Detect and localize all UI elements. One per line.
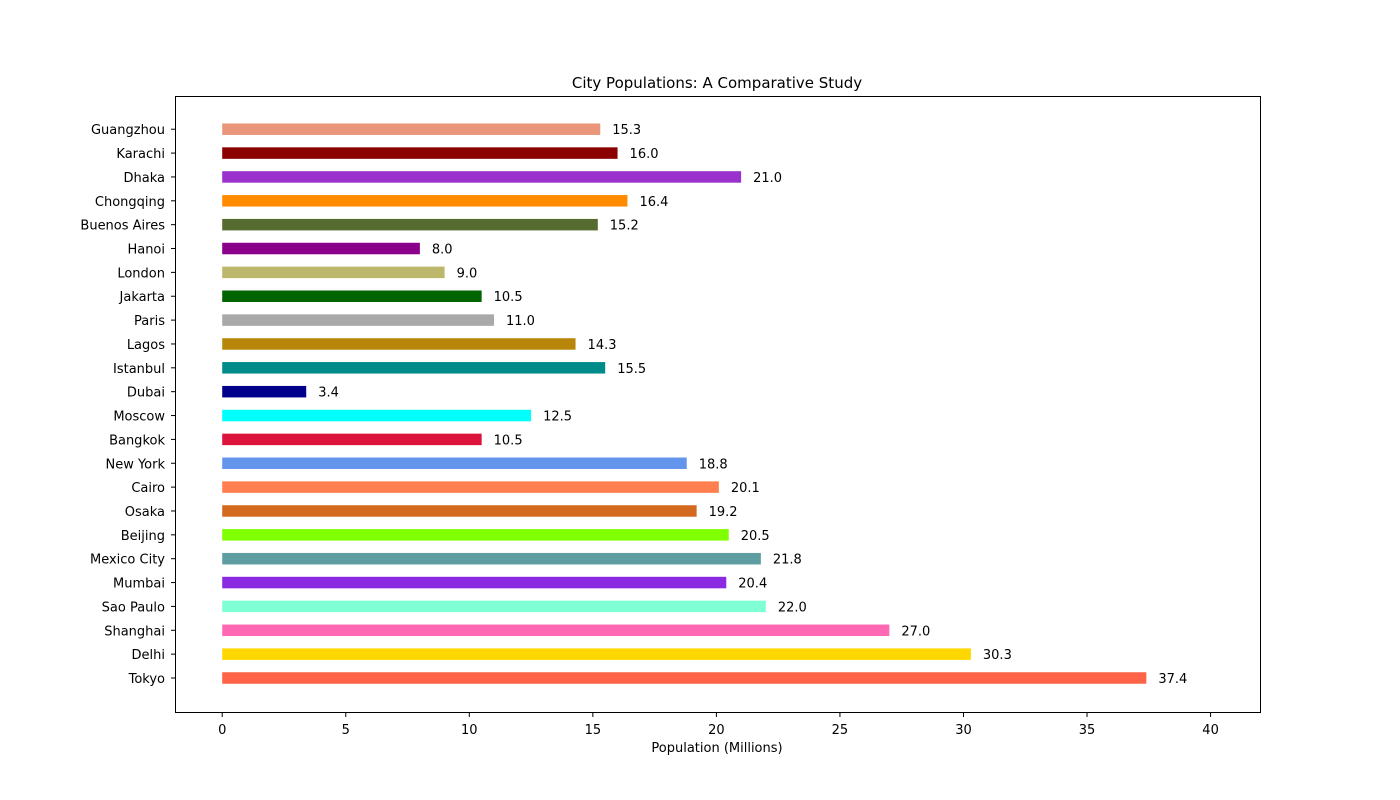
y-tick-label: Tokyo: [128, 672, 165, 687]
y-tick-label: Beijing: [121, 529, 165, 544]
data-label: 3.4: [318, 386, 339, 401]
data-label: 20.1: [731, 481, 760, 496]
bar: [222, 481, 719, 493]
bar: [222, 242, 420, 255]
bars-layer: [222, 123, 1147, 684]
data-label: 21.8: [773, 553, 802, 568]
x-tick-label: 15: [585, 723, 602, 738]
y-tick-label: London: [117, 266, 165, 281]
bar: [222, 362, 606, 374]
bar: [222, 457, 687, 470]
data-label: 10.5: [494, 433, 523, 448]
data-label: 15.5: [617, 362, 646, 377]
bar: [222, 147, 618, 159]
y-tick-label: Guangzhou: [91, 123, 165, 138]
data-label: 27.0: [901, 624, 930, 639]
data-label: 18.8: [699, 457, 728, 472]
x-tick-label: 5: [342, 723, 350, 738]
bar: [222, 600, 766, 613]
bar: [222, 433, 482, 446]
bar: [222, 576, 727, 589]
data-label: 30.3: [983, 648, 1012, 663]
data-label: 19.2: [709, 505, 738, 520]
bar: [222, 529, 729, 541]
data-label: 12.5: [543, 410, 572, 425]
bar: [222, 552, 761, 565]
y-tick-label: Mexico City: [90, 553, 165, 568]
x-tick-label: 35: [1079, 723, 1096, 738]
bar: [222, 338, 576, 350]
x-tick-label: 40: [1202, 723, 1219, 738]
bar: [222, 218, 598, 231]
data-label: 14.3: [588, 338, 617, 353]
x-tick-label: 0: [218, 723, 226, 738]
data-label: 21.0: [753, 171, 782, 186]
y-tick-label: Shanghai: [104, 624, 165, 639]
data-label: 15.2: [610, 219, 639, 234]
x-tick-label: 20: [708, 723, 725, 738]
x-tick-label: 10: [461, 723, 478, 738]
bar: [222, 171, 742, 183]
y-tick-label: Delhi: [132, 648, 165, 663]
y-tick-label: Sao Paulo: [102, 600, 165, 615]
x-axis: 0 5 10 15 20 25 30 35 40: [218, 712, 1219, 738]
data-label: 22.0: [778, 600, 807, 615]
data-label: 10.5: [494, 290, 523, 305]
y-tick-label: Mumbai: [113, 577, 165, 592]
bar: [222, 648, 971, 660]
bar: [222, 624, 890, 637]
data-label: 20.5: [741, 529, 770, 544]
bar: [222, 385, 307, 398]
bar: [222, 266, 445, 279]
data-label: 37.4: [1158, 672, 1187, 687]
data-label: 8.0: [432, 243, 453, 258]
bar: [222, 314, 495, 326]
y-tick-label: Cairo: [131, 481, 165, 496]
y-tick-label: Karachi: [116, 147, 165, 162]
bar: [222, 505, 697, 517]
bar: [222, 195, 628, 207]
y-tick-label: Buenos Aires: [80, 219, 165, 234]
y-tick-label: Paris: [134, 314, 165, 329]
y-tick-label: Hanoi: [127, 243, 165, 258]
plot-frame: [175, 96, 1261, 713]
data-labels-layer: 37.4 30.3 27.0 22.0 20.4 21.820.519.2 20.118.8…: [318, 123, 1187, 687]
bar: [222, 123, 601, 135]
y-tick-label: Moscow: [113, 410, 165, 425]
data-label: 20.4: [738, 577, 767, 592]
x-tick-label: 25: [832, 723, 849, 738]
data-label: 16.0: [630, 147, 659, 162]
data-label: 15.3: [612, 123, 641, 138]
y-tick-label: Lagos: [127, 338, 165, 353]
y-axis: Tokyo Delhi Shanghai Sao Paulo Mumbai Mexico …: [80, 123, 176, 687]
bar: [222, 672, 1147, 684]
y-tick-label: Chongqing: [95, 195, 165, 210]
bar: [222, 409, 532, 422]
y-tick-label: Dhaka: [124, 171, 165, 186]
x-tick-label: 30: [955, 723, 972, 738]
chart-title: City Populations: A Comparative Study: [572, 74, 862, 92]
bar: [222, 290, 482, 302]
y-tick-label: New York: [105, 457, 165, 472]
data-label: 16.4: [639, 195, 668, 210]
y-tick-label: Osaka: [125, 505, 165, 520]
y-tick-label: Dubai: [127, 386, 165, 401]
data-label: 9.0: [457, 266, 478, 281]
y-tick-label: Istanbul: [113, 362, 165, 377]
data-label: 11.0: [506, 314, 535, 329]
x-axis-label: Population (Millions): [651, 741, 782, 756]
y-tick-label: Bangkok: [109, 433, 165, 448]
y-tick-label: Jakarta: [119, 290, 165, 305]
